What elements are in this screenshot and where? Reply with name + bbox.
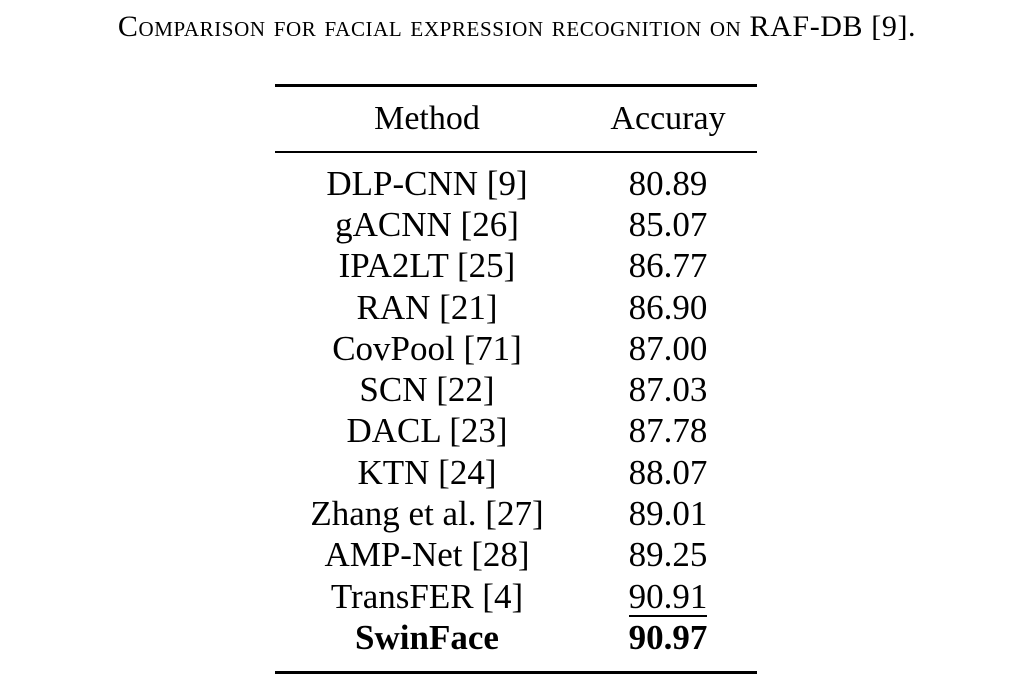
table-row: DACL [23] 87.78	[275, 411, 757, 452]
accuracy-cell-second-best: 90.91	[579, 577, 757, 617]
header-rule	[275, 151, 757, 153]
accuracy-cell-best: 90.97	[628, 617, 708, 657]
method-cell: AMP-Net [28]	[324, 535, 530, 575]
method-cell: TransFER [4]	[330, 576, 524, 616]
accuracy-cell: 87.78	[628, 411, 708, 451]
accuracy-cell: 88.07	[628, 452, 708, 492]
table-row: RAN [21] 86.90	[275, 287, 757, 328]
accuracy-cell: 86.90	[628, 287, 708, 327]
table-row-best: SwinFace 90.97	[275, 617, 757, 658]
table-row: IPA2LT [25] 86.77	[275, 246, 757, 287]
table-header-row: Method Accuray	[275, 87, 757, 151]
table-row: gACNN [26] 85.07	[275, 204, 757, 245]
method-cell: Zhang et al. [27]	[310, 494, 544, 534]
table-row: AMP-Net [28] 89.25	[275, 535, 757, 576]
top-rule	[275, 84, 757, 87]
method-cell: SwinFace	[355, 617, 499, 657]
method-cell: SCN [22]	[359, 370, 495, 410]
method-cell: gACNN [26]	[335, 204, 519, 244]
accuracy-cell: 86.77	[628, 246, 708, 286]
accuracy-cell: 80.89	[628, 163, 708, 203]
underlined-accuracy: 90.91	[628, 576, 708, 617]
accuracy-cell: 87.03	[628, 370, 708, 410]
table-row: CovPool [71] 87.00	[275, 328, 757, 369]
method-cell: KTN [24]	[357, 452, 497, 492]
method-cell: RAN [21]	[356, 287, 498, 327]
header-accuracy: Accuray	[610, 100, 726, 137]
table-row: TransFER [4] 90.91	[275, 576, 757, 617]
table-row: DLP-CNN [9] 80.89	[275, 163, 757, 204]
method-cell: DLP-CNN [9]	[326, 163, 528, 203]
accuracy-cell: 87.00	[628, 328, 708, 368]
accuracy-cell: 85.07	[628, 204, 708, 244]
table-body: DLP-CNN [9] 80.89 gACNN [26] 85.07 IPA2L…	[275, 153, 757, 671]
header-method: Method	[374, 100, 480, 137]
method-cell: DACL [23]	[346, 411, 508, 451]
table-row: SCN [22] 87.03	[275, 369, 757, 410]
method-cell: IPA2LT [25]	[338, 246, 516, 286]
method-cell: CovPool [71]	[332, 328, 522, 368]
bottom-rule	[275, 670, 757, 674]
results-table: Method Accuray DLP-CNN [9] 80.89 gACNN […	[275, 84, 757, 674]
table-caption: Comparison for facial expression recogni…	[117, 10, 917, 43]
accuracy-cell: 89.25	[628, 535, 708, 575]
accuracy-cell: 89.01	[628, 494, 708, 534]
table-row: KTN [24] 88.07	[275, 452, 757, 493]
table-row: Zhang et al. [27] 89.01	[275, 493, 757, 534]
